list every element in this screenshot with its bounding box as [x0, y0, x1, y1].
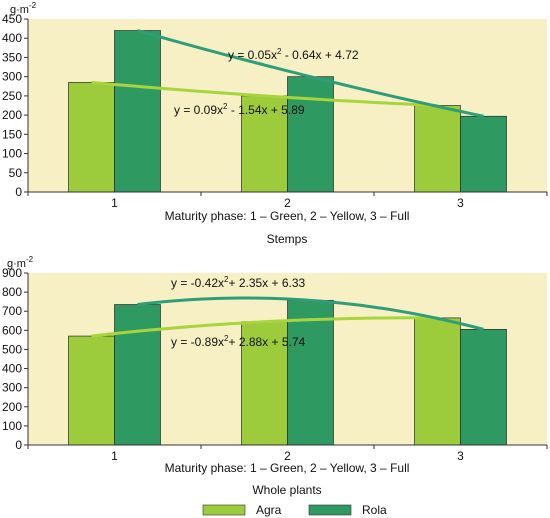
bar-rola-1 [114, 30, 161, 193]
y-tick-label-0: 0 [15, 438, 22, 452]
chart-whole-plants: 0 100 200 300 400 500 600 700 800 900 1 2 3 g·m-2 y… [2, 255, 548, 497]
y-axis-unit-stemps: g·m-2 [10, 1, 37, 16]
y-tick-label-400: 400 [2, 362, 22, 376]
trendline-agra-stemps [91, 80, 438, 107]
y-tick-label-100: 100 [2, 147, 22, 161]
bars-whole-plants [68, 299, 507, 446]
x-tick-label-1: 1 [111, 196, 118, 210]
trendline-agra-whole-plants [91, 316, 438, 338]
y-tick-label-100: 100 [2, 419, 22, 433]
legend: Agra Rola [202, 503, 387, 517]
y-tick-label-900: 900 [2, 266, 22, 280]
bar-agra-1 [68, 335, 115, 446]
trendlines-stemps [91, 29, 484, 118]
x-axis-label-stemps: Maturity phase: 1 – Green, 2 – Yellow, 3… [165, 209, 410, 223]
bar-rola-3 [460, 115, 507, 193]
y-tick-label-500: 500 [2, 342, 22, 356]
trendlines-whole-plants [91, 296, 484, 338]
x-tick-label-1: 1 [111, 449, 118, 463]
x-axis-label-whole-plants: Maturity phase: 1 – Green, 2 – Yellow, 3… [165, 461, 410, 475]
x-ticks-stemps: 1 2 3 [27, 192, 548, 210]
bar-rola-2 [287, 76, 334, 193]
y-tick-label-200: 200 [2, 108, 22, 122]
legend-label-agra: Agra [256, 503, 282, 517]
legend-label-rola: Rola [362, 503, 387, 517]
legend-swatch-rola [308, 504, 352, 516]
y-tick-label-50: 50 [9, 166, 23, 180]
y-tick-label-450: 450 [2, 12, 22, 26]
subtitle-stemps: Stemps [267, 232, 308, 246]
y-axis-unit-whole-plants: g·m-2 [7, 255, 34, 270]
x-ticks-whole-plants: 1 2 3 [27, 445, 548, 463]
trend-eq-agra-whole-plants: y = -0.89x2+ 2.88x + 5.74 [171, 334, 306, 349]
chart-stemps: 0 50 100 150 200 250 300 350 400 450 1 2 3 g·m-2 y … [2, 1, 548, 246]
y-tick-label-700: 700 [2, 304, 22, 318]
bar-agra-3 [414, 317, 461, 446]
y-tick-label-250: 250 [2, 89, 22, 103]
bar-agra-1 [68, 82, 115, 193]
y-ticks-stemps: 0 50 100 150 200 250 300 350 400 450 [2, 12, 28, 199]
y-tick-label-150: 150 [2, 127, 22, 141]
legend-swatch-agra [202, 504, 246, 516]
trendline-rola-stemps [137, 29, 484, 118]
subtitle-whole-plants: Whole plants [252, 483, 321, 497]
trend-eq-rola-whole-plants: y = -0.42x2+ 2.35x + 6.33 [171, 275, 306, 290]
bar-rola-1 [114, 304, 161, 446]
trendline-rola-whole-plants [137, 296, 484, 331]
y-tick-label-300: 300 [2, 381, 22, 395]
y-tick-label-800: 800 [2, 285, 22, 299]
bar-rola-3 [460, 329, 507, 446]
y-tick-label-600: 600 [2, 323, 22, 337]
trend-eq-agra-stemps: y = 0.09x2 - 1.54x + 5.89 [174, 102, 305, 117]
y-tick-label-350: 350 [2, 50, 22, 64]
bar-rola-2 [287, 299, 334, 446]
y-tick-label-200: 200 [2, 400, 22, 414]
y-tick-label-300: 300 [2, 70, 22, 84]
x-tick-label-2: 2 [284, 449, 291, 463]
x-tick-label-3: 3 [457, 196, 464, 210]
y-ticks-whole-plants: 0 100 200 300 400 500 600 700 800 900 [2, 266, 28, 452]
bar-agra-3 [414, 105, 461, 193]
y-tick-label-400: 400 [2, 31, 22, 45]
y-tick-label-0: 0 [15, 185, 22, 199]
x-tick-label-2: 2 [284, 196, 291, 210]
x-tick-label-3: 3 [457, 449, 464, 463]
bars-stemps [68, 30, 507, 193]
trend-eq-rola-stemps: y = 0.05x2 - 0.64x + 4.72 [228, 47, 359, 62]
